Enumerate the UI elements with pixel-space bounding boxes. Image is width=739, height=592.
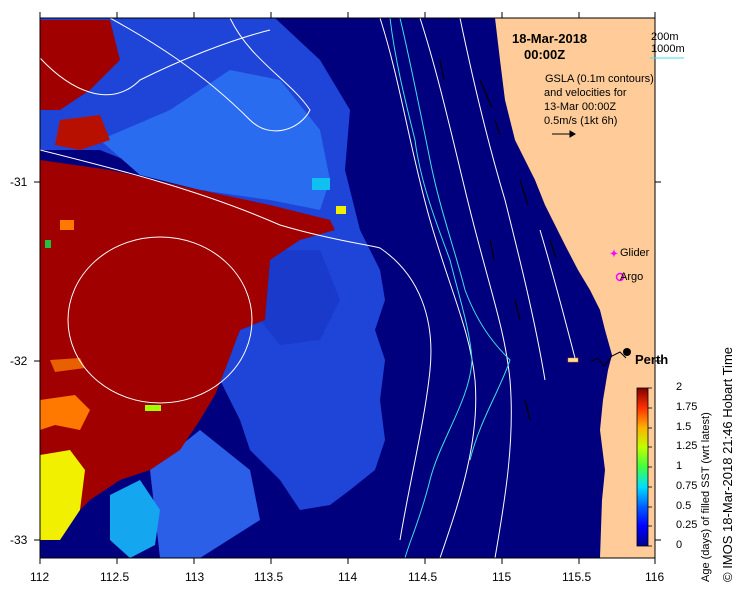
- x-tick-label: 113: [185, 570, 205, 584]
- x-tick-label: 115.5: [562, 570, 592, 584]
- y-tick-label: -33: [10, 533, 28, 547]
- map-date: 18-Mar-2018: [512, 31, 588, 46]
- sst-cyan-pixel: [312, 178, 330, 190]
- colorbar-tick-label: 0.5: [676, 500, 692, 512]
- colorbar-tick-label: 1.25: [676, 440, 698, 452]
- contour-legend-1000m: 1000m: [651, 43, 685, 55]
- y-tick-label: -31: [10, 175, 28, 189]
- colorbar-title: Age (days) of filled SST (wrt latest): [700, 412, 712, 582]
- colorbar-tick-label: 0.25: [676, 519, 698, 531]
- argo-label: Argo: [620, 271, 644, 283]
- sst-yellow-patch: [40, 450, 85, 540]
- x-tick-label: 114.5: [408, 570, 438, 584]
- x-tick-label: 112: [30, 570, 50, 584]
- x-tick-label: 112.5: [100, 570, 130, 584]
- sst-orange-patch-2: [50, 358, 85, 372]
- coastline: [589, 351, 627, 367]
- sst-red-patch: [55, 115, 110, 150]
- perth-marker: [623, 348, 631, 356]
- colorbar-tick-label: 1.75: [676, 401, 698, 413]
- gsla-note-line4: 0.5m/s (1kt 6h): [544, 115, 618, 127]
- x-tick-label: 114: [338, 570, 358, 584]
- colorbar-tick-label: 0.75: [676, 480, 698, 492]
- sst-mid-blue: [260, 250, 340, 345]
- sst-orange-pixel: [60, 220, 74, 230]
- velocity-scale-arrow: [552, 130, 576, 138]
- x-tick-label: 115: [492, 570, 512, 584]
- glider-track: [567, 357, 579, 363]
- x-tick-label: 116: [645, 570, 665, 584]
- y-tick-marks: [34, 181, 661, 541]
- land-area: [495, 18, 655, 558]
- perth-label: Perth: [635, 352, 669, 367]
- sst-yellow-pixel: [336, 206, 346, 214]
- colorbar-tick-label: 0: [676, 539, 683, 551]
- sst-green-pixel: [45, 240, 51, 248]
- sst-orange-patch: [40, 395, 90, 430]
- velocity-vectors: [439, 59, 557, 421]
- sst-old-red-north: [40, 20, 120, 110]
- sst-old-red-region: [40, 160, 335, 530]
- map-time: 00:00Z: [524, 47, 566, 62]
- colorbar-tick-marks: [648, 387, 652, 547]
- x-tick-marks: [39, 12, 656, 564]
- argo-marker: [615, 272, 625, 282]
- colorbar: [636, 387, 649, 547]
- sst-lightblue-region: [100, 70, 330, 210]
- glider-label: Glider: [620, 247, 650, 259]
- credit-text: © IMOS 18-Mar-2018 21:46 Hobart Time: [720, 346, 735, 582]
- contour-legend-200m: 200m: [651, 31, 679, 43]
- colorbar-tick-label: 2: [676, 381, 683, 393]
- isobath-1000m: [389, 18, 511, 558]
- gsla-note-line3: 13-Mar 00:00Z: [544, 101, 617, 113]
- sst-green-pixel: [145, 405, 161, 411]
- colorbar-tick-label: 1.5: [676, 421, 692, 433]
- x-tick-label: 113.5: [254, 570, 284, 584]
- glider-marker: ✦: [610, 249, 618, 260]
- colorbar-tick-label: 1: [676, 460, 683, 472]
- gsla-note-line1: GSLA (0.1m contours): [545, 73, 654, 85]
- y-tick-label: -32: [10, 354, 28, 368]
- sst-blue-patch-south: [150, 430, 260, 558]
- sst-cyan-patch: [110, 480, 160, 558]
- gsla-contours: [40, 18, 576, 558]
- gsla-note-line2: and velocities for: [544, 87, 627, 99]
